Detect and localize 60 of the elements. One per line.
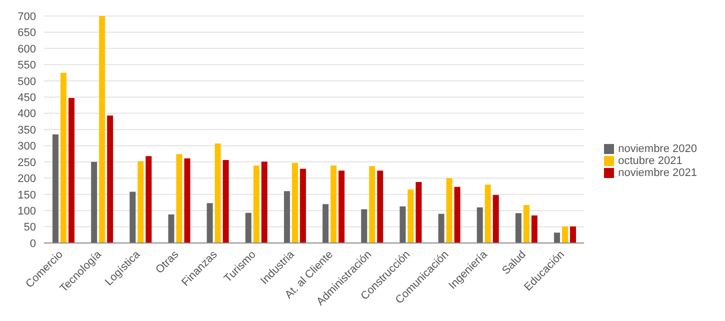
bar <box>107 116 114 243</box>
bar <box>68 98 74 243</box>
y-tick-label: 550 <box>18 60 36 72</box>
y-tick-label: 450 <box>18 92 36 104</box>
bar <box>99 16 106 243</box>
y-tick-label: 500 <box>18 76 36 88</box>
legend-label: noviembre 2020 <box>618 142 697 154</box>
bar <box>531 215 538 243</box>
bar <box>377 170 384 243</box>
bar <box>330 165 337 243</box>
bar <box>130 192 136 243</box>
bar <box>146 156 152 243</box>
legend-label: noviembre 2021 <box>618 166 697 178</box>
y-tick-label: 600 <box>18 43 36 56</box>
bar <box>138 161 144 243</box>
bar <box>322 204 329 243</box>
y-tick-label: 100 <box>18 205 36 218</box>
bar <box>261 162 268 243</box>
y-tick-label: 700 <box>18 10 36 23</box>
y-tick-label: 650 <box>18 27 36 40</box>
bar <box>52 134 58 243</box>
y-tick-label: 400 <box>18 108 36 120</box>
bar <box>400 206 406 243</box>
y-tick-label: 200 <box>18 173 36 186</box>
y-tick-label: 350 <box>18 124 36 136</box>
bar <box>438 214 444 243</box>
bar <box>570 226 576 243</box>
bar <box>176 154 182 243</box>
bar <box>523 205 530 243</box>
bar <box>562 226 568 243</box>
bar <box>168 214 174 243</box>
y-tick-label: 0 <box>30 238 36 250</box>
bar <box>554 232 560 243</box>
bar <box>361 209 368 243</box>
bar <box>60 72 66 243</box>
bar <box>91 162 98 243</box>
bar <box>284 191 290 243</box>
bar <box>476 207 483 243</box>
bar <box>253 165 260 243</box>
bar <box>446 178 452 243</box>
bar <box>369 166 376 243</box>
y-tick-label: 250 <box>18 156 36 169</box>
bar <box>184 158 190 243</box>
bar <box>408 189 414 243</box>
bar <box>416 182 422 243</box>
bar <box>222 160 229 243</box>
bar <box>206 203 213 243</box>
bar <box>214 143 221 243</box>
y-tick-label: 150 <box>18 189 36 202</box>
bar <box>245 212 252 243</box>
bar <box>515 213 522 243</box>
bar <box>292 162 298 243</box>
legend-label: octubre 2021 <box>618 154 682 166</box>
bar <box>484 184 491 243</box>
y-tick-label: 50 <box>24 222 36 234</box>
bar <box>300 168 306 243</box>
y-tick-label: 300 <box>18 140 36 153</box>
bar <box>492 195 499 243</box>
bar <box>338 170 345 243</box>
bar <box>454 186 460 243</box>
